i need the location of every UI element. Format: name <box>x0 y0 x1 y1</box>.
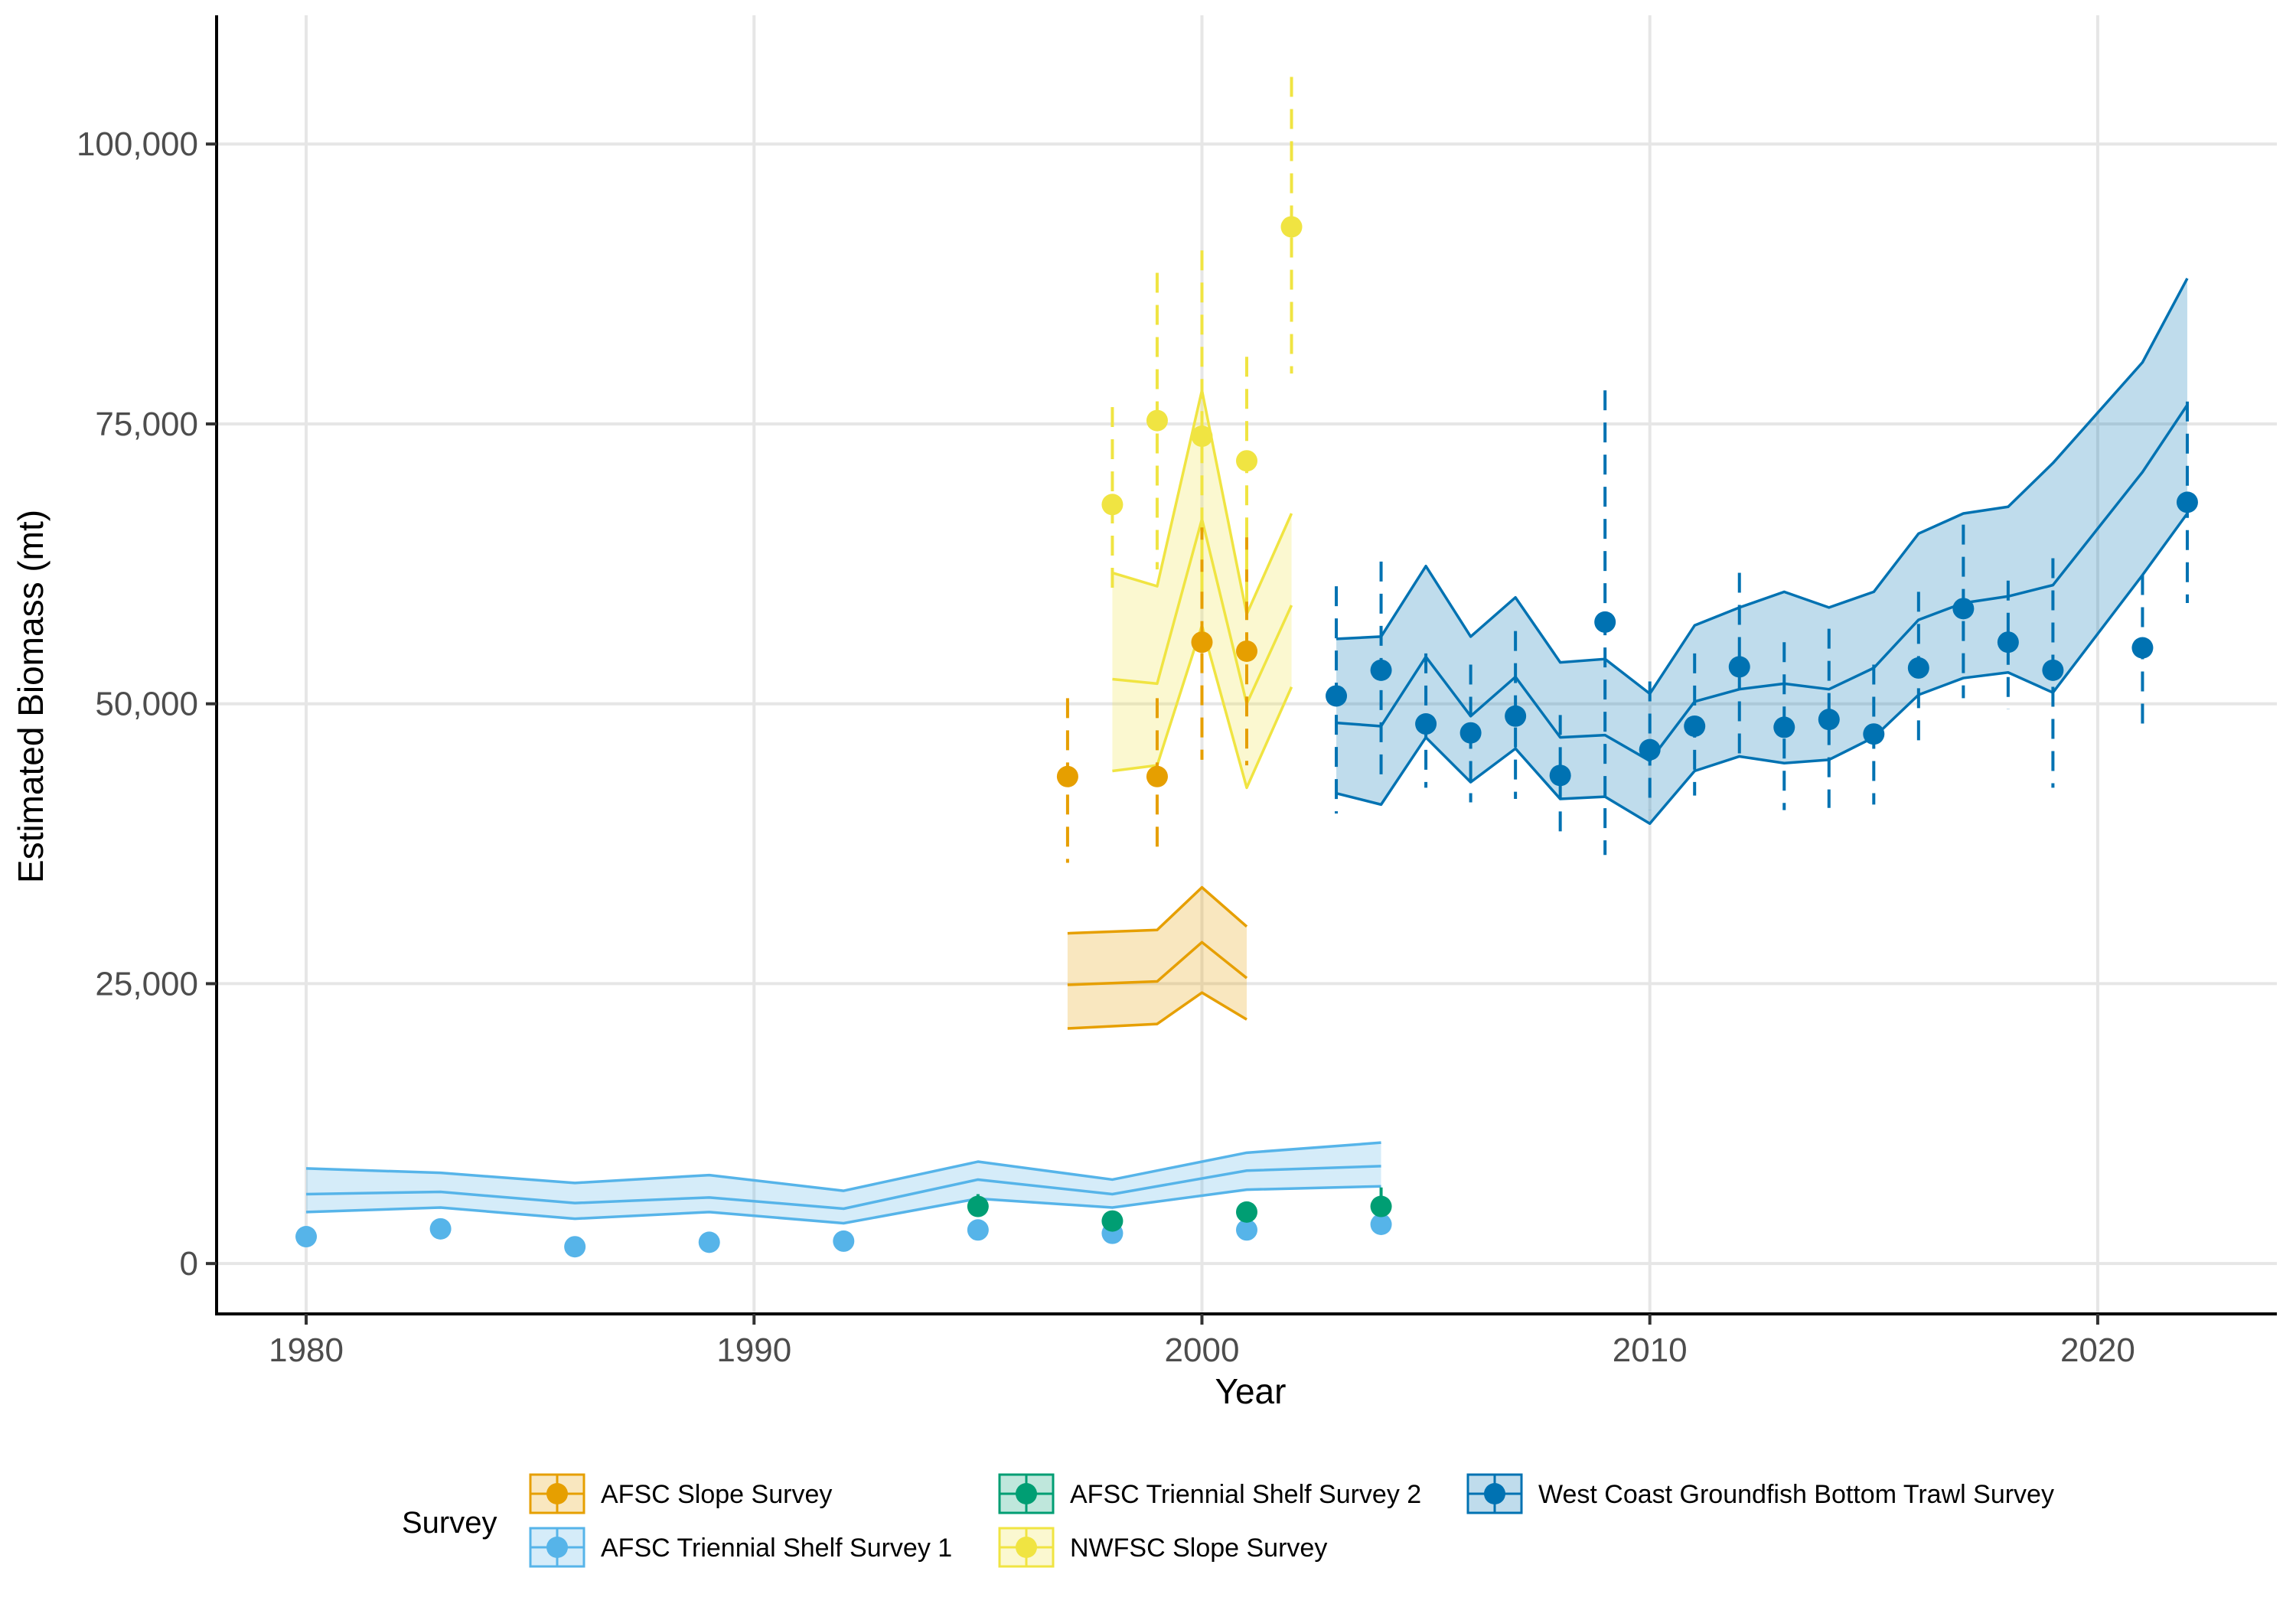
west-coast-groundfish-bottom-trawl-survey-point-2005 <box>1415 713 1437 735</box>
x-axis-title: Year <box>1215 1371 1287 1411</box>
west-coast-groundfish-bottom-trawl-survey-point-2006 <box>1459 722 1482 744</box>
afsc-triennial-shelf-survey-1-point-1986 <box>564 1236 586 1258</box>
afsc-triennial-shelf-survey-2-point-1998 <box>1101 1210 1124 1232</box>
west-coast-groundfish-bottom-trawl-survey-point-2008 <box>1549 764 1571 787</box>
x-tick-label-2010: 2010 <box>1613 1332 1688 1369</box>
nwfsc-slope-survey-point-2001 <box>1236 450 1257 472</box>
afsc-triennial-shelf-survey-1-point-1983 <box>429 1217 452 1240</box>
west-coast-groundfish-bottom-trawl-survey-point-2015 <box>1863 723 1885 745</box>
nwfsc-slope-survey-point-2000 <box>1191 425 1213 448</box>
west-coast-groundfish-bottom-trawl-survey-point-2019 <box>2042 659 2064 681</box>
afsc-slope-survey-point-1999 <box>1146 765 1168 787</box>
legend-label-afsc-triennial-shelf-survey-1: AFSC Triennial Shelf Survey 1 <box>601 1534 952 1563</box>
legend-key-point-nwfsc-slope-survey <box>1016 1537 1037 1558</box>
legend-label-afsc-slope-survey: AFSC Slope Survey <box>601 1480 832 1509</box>
afsc-triennial-shelf-survey-1-point-2001 <box>1236 1219 1257 1241</box>
afsc-triennial-shelf-survey-2-point-2004 <box>1370 1195 1392 1217</box>
legend-label-west-coast-groundfish-bottom-trawl-survey: West Coast Groundfish Bottom Trawl Surve… <box>1538 1480 2054 1509</box>
axes <box>206 15 2277 1325</box>
afsc-triennial-shelf-survey-1-point-1992 <box>833 1230 855 1252</box>
legend-key-point-west-coast-groundfish-bottom-trawl-survey <box>1484 1483 1505 1504</box>
afsc-slope-survey-point-2001 <box>1236 640 1257 662</box>
tick-labels: 1980 1990 2000 2010 2020 0 25,000 50,000 75,000 1… <box>77 125 2135 1369</box>
west-coast-groundfish-bottom-trawl-survey-point-2010 <box>1639 738 1661 761</box>
nwfsc-slope-survey-point-2002 <box>1280 216 1303 238</box>
west-coast-groundfish-bottom-trawl-survey-point-2003 <box>1326 685 1348 707</box>
west-coast-groundfish-bottom-trawl-survey-band <box>1336 278 2187 824</box>
west-coast-groundfish-bottom-trawl-survey-point-2018 <box>1997 631 2019 654</box>
west-coast-groundfish-bottom-trawl-survey-fit-lo <box>1336 512 2189 825</box>
afsc-triennial-shelf-survey-1-fit-lo <box>305 1185 1381 1225</box>
legend-item-west-coast-groundfish-bottom-trawl-survey: West Coast Groundfish Bottom Trawl Surve… <box>1466 1473 2054 1514</box>
legend-item-afsc-triennial-shelf-survey-2: AFSC Triennial Shelf Survey 2 <box>998 1473 1421 1514</box>
x-tick-label-1980: 1980 <box>269 1332 344 1369</box>
west-coast-groundfish-bottom-trawl-survey-point-2014 <box>1818 709 1840 731</box>
legend-key-point-afsc-triennial-shelf-survey-1 <box>546 1537 568 1558</box>
legend-item-nwfsc-slope-survey: NWFSC Slope Survey <box>998 1527 1327 1568</box>
west-coast-groundfish-bottom-trawl-survey-point-2009 <box>1594 611 1616 633</box>
afsc-triennial-shelf-survey-1-point-1989 <box>698 1231 720 1253</box>
legend-key-point-afsc-slope-survey <box>546 1483 568 1504</box>
afsc-slope-survey-fit-lo <box>1067 991 1247 1030</box>
afsc-slope-survey-band <box>1067 887 1247 1028</box>
afsc-slope-survey-fit-hi <box>1067 885 1248 935</box>
afsc-triennial-shelf-survey-2-point-2001 <box>1236 1201 1257 1223</box>
x-tick-label-1990: 1990 <box>716 1332 791 1369</box>
legend-item-afsc-triennial-shelf-survey-1: AFSC Triennial Shelf Survey 1 <box>529 1527 952 1568</box>
x-tick-label-2000: 2000 <box>1165 1332 1240 1369</box>
legend-key-point-afsc-triennial-shelf-survey-2 <box>1016 1483 1037 1504</box>
west-coast-groundfish-bottom-trawl-survey-point-2013 <box>1773 716 1795 738</box>
legend: Survey AFSC Slope Survey AFSC Triennial S… <box>402 1473 2054 1568</box>
afsc-triennial-shelf-survey-1-fit-mid <box>306 1165 1381 1211</box>
y-tick-label-100000: 100,000 <box>77 125 198 163</box>
west-coast-groundfish-bottom-trawl-survey-point-2011 <box>1684 715 1706 737</box>
west-coast-groundfish-bottom-trawl-survey-point-2004 <box>1370 659 1392 681</box>
west-coast-groundfish-bottom-trawl-survey-point-2007 <box>1505 705 1527 727</box>
legend-item-afsc-slope-survey: AFSC Slope Survey <box>529 1473 832 1514</box>
legend-title: Survey <box>402 1506 497 1540</box>
afsc-triennial-shelf-survey-1-point-2004 <box>1370 1213 1392 1235</box>
legend-label-afsc-triennial-shelf-survey-2: AFSC Triennial Shelf Survey 2 <box>1070 1480 1421 1509</box>
nwfsc-slope-survey-point-1999 <box>1146 409 1168 432</box>
y-axis-title: Estimated Biomass (mt) <box>11 510 51 883</box>
legend-label-nwfsc-slope-survey: NWFSC Slope Survey <box>1070 1534 1327 1563</box>
afsc-slope-survey-point-2000 <box>1191 631 1213 654</box>
afsc-triennial-shelf-survey-1-point-1980 <box>295 1226 318 1248</box>
data-points <box>295 216 2198 1258</box>
y-tick-label-75000: 75,000 <box>95 406 198 443</box>
west-coast-groundfish-bottom-trawl-survey-point-2022 <box>2176 491 2198 513</box>
west-coast-groundfish-bottom-trawl-survey-point-2012 <box>1728 656 1750 678</box>
afsc-triennial-shelf-survey-1-fit-hi <box>305 1141 1381 1192</box>
afsc-triennial-shelf-survey-1-point-1995 <box>967 1219 989 1241</box>
west-coast-groundfish-bottom-trawl-survey-point-2016 <box>1907 657 1929 679</box>
y-tick-label-25000: 25,000 <box>95 965 198 1002</box>
nwfsc-slope-survey-point-1998 <box>1101 494 1124 516</box>
afsc-slope-survey-fit-mid <box>1067 940 1248 986</box>
y-tick-label-0: 0 <box>180 1245 198 1283</box>
afsc-slope-survey-point-1997 <box>1056 765 1078 787</box>
afsc-triennial-shelf-survey-2-point-1995 <box>967 1195 989 1217</box>
west-coast-groundfish-bottom-trawl-survey-point-2021 <box>2131 637 2154 659</box>
x-tick-label-2020: 2020 <box>2060 1332 2135 1369</box>
west-coast-groundfish-bottom-trawl-survey-point-2017 <box>1952 598 1975 620</box>
y-tick-label-50000: 50,000 <box>95 686 198 723</box>
